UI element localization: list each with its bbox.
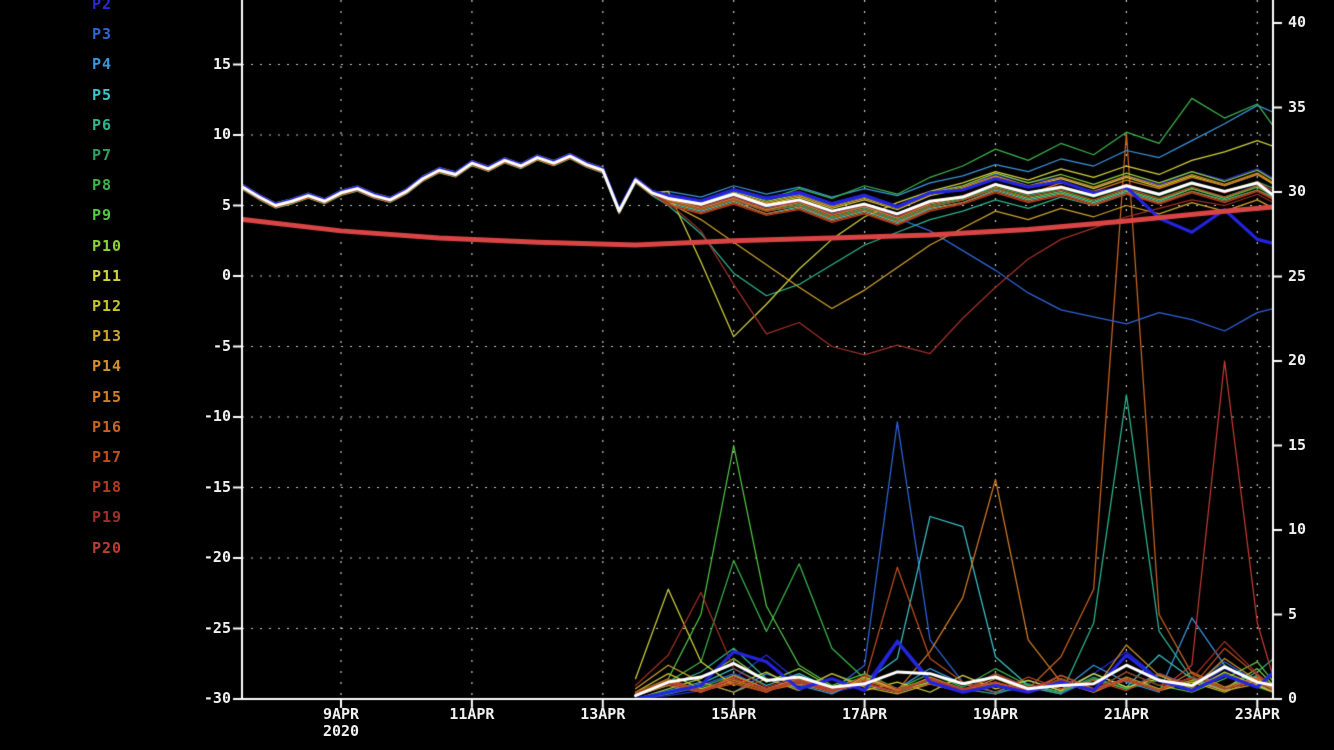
y-right-tick-label: 20: [1288, 351, 1307, 369]
y-right-tick-label: 40: [1288, 13, 1307, 31]
legend-item-p7: P7: [92, 146, 113, 164]
x-tick-label: 23APR: [1197, 706, 1317, 723]
y-left-tick-label: -5: [212, 336, 231, 355]
y-right-tick-label: 5: [1288, 604, 1298, 623]
x-tick-label: 15APR: [674, 706, 794, 723]
legend-item-p17: P17: [92, 448, 123, 466]
y-right-tick-label: 15: [1288, 435, 1307, 454]
y-left-tick-label: -30: [203, 689, 231, 707]
x-tick-label: 11APR: [412, 706, 532, 723]
legend-item-p20: P20: [92, 538, 123, 557]
y-right-tick-label: 30: [1288, 182, 1307, 200]
legend-item-p18: P18: [92, 478, 123, 497]
legend-item-p13: P13: [92, 327, 123, 346]
x-tick-date: 19APR: [972, 705, 1019, 723]
legend-item-p16: P16: [92, 417, 123, 436]
y-left-tick-label: -10: [203, 407, 231, 425]
x-tick-date: 9APR: [322, 705, 360, 723]
legend-item-p9: P9: [92, 206, 113, 225]
y-left-tick-label: 20: [0, 0, 231, 2]
y-left-tick-label: -15: [203, 477, 231, 496]
legend-item-p8: P8: [92, 176, 113, 195]
x-tick-label: 19APR: [936, 706, 1056, 723]
legend-item-p19: P19: [92, 508, 123, 527]
x-tick-date: 11APR: [449, 705, 495, 723]
legend-item-p15: P15: [92, 387, 123, 406]
legend-item-p6: P6: [92, 115, 113, 134]
x-tick-label: 21APR: [1066, 706, 1186, 723]
legend-item-p12: P12: [92, 297, 123, 315]
x-tick-year: 2020: [322, 722, 360, 740]
y-left-tick-label: 5: [221, 195, 231, 214]
y-right-tick-label: 35: [1288, 97, 1307, 116]
legend-item-p11: P11: [92, 266, 123, 285]
legend-item-p5: P5: [92, 85, 113, 104]
legend-item-p10: P10: [92, 236, 123, 255]
x-tick-label: 13APR: [543, 706, 663, 723]
x-tick-label: 17APR: [805, 706, 925, 723]
y-right-tick-label: 10: [1288, 520, 1307, 538]
x-tick-date: 21APR: [1103, 705, 1149, 723]
y-left-tick-label: 10: [212, 125, 231, 143]
legend-item-p3: P3: [92, 25, 113, 44]
x-tick-date: 17APR: [842, 705, 888, 723]
x-tick-date: 13APR: [580, 705, 626, 723]
legend-item-p14: P14: [92, 357, 123, 376]
legend-item-p4: P4: [92, 55, 113, 74]
y-left-tick-label: -20: [203, 548, 231, 566]
y-right-tick-label: 0: [1288, 689, 1298, 707]
y-right-tick-label: 25: [1288, 266, 1307, 285]
y-left-tick-label: 15: [212, 54, 231, 73]
x-tick-label: 9APR 2020: [281, 706, 401, 740]
x-tick-date: 15APR: [711, 705, 757, 723]
x-tick-date: 23APR: [1234, 705, 1280, 723]
legend-item-p2: P2: [92, 0, 113, 13]
y-left-tick-label: -25: [203, 618, 231, 637]
y-left-tick-label: 0: [221, 266, 231, 284]
